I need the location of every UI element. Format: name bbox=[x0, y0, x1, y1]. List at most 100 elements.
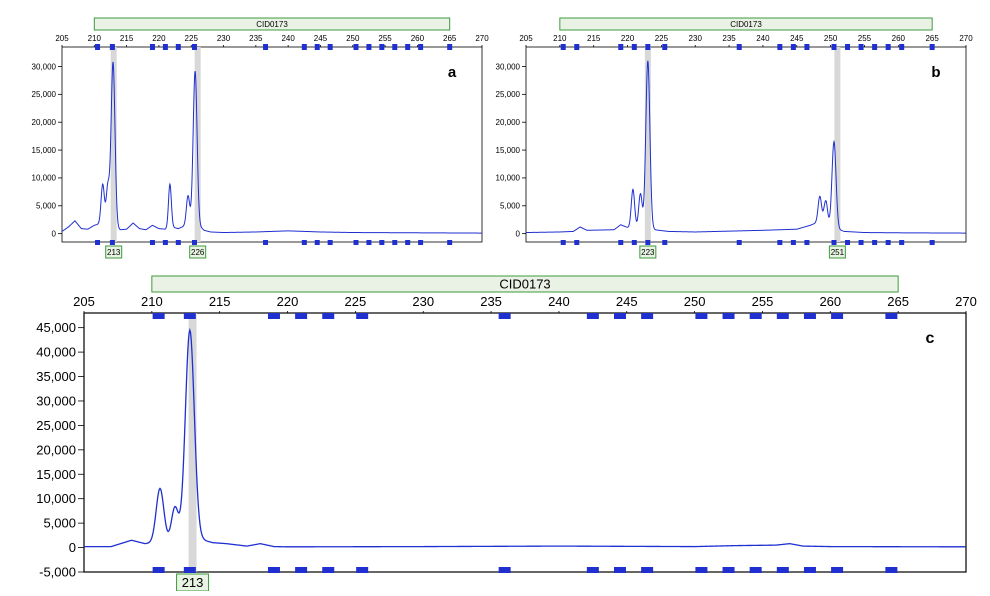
bin-marker-top bbox=[618, 44, 624, 50]
x-tick-label: 225 bbox=[655, 34, 669, 43]
y-tick-label: 25,000 bbox=[32, 90, 57, 99]
allele-label: 213 bbox=[107, 248, 121, 257]
x-tick-label: 245 bbox=[790, 34, 804, 43]
trace-line bbox=[61, 61, 482, 234]
bin-marker-top bbox=[831, 44, 837, 50]
bin-marker-top bbox=[574, 44, 580, 50]
bin-marker-top bbox=[447, 44, 453, 50]
bin-marker-top bbox=[95, 44, 101, 50]
bin-marker-top bbox=[804, 44, 810, 50]
bin-marker-bottom bbox=[418, 240, 424, 245]
bin-marker-top bbox=[149, 44, 155, 50]
bin-marker-top bbox=[379, 44, 385, 50]
y-tick-label: -5,000 bbox=[39, 565, 76, 580]
bin-marker-bottom bbox=[858, 240, 864, 245]
x-tick-label: 265 bbox=[925, 34, 939, 43]
y-tick-label: 45,000 bbox=[36, 320, 76, 335]
bin-marker-top bbox=[109, 44, 115, 50]
allele-label: 213 bbox=[182, 575, 204, 590]
bin-marker-bottom bbox=[885, 240, 891, 245]
bin-marker-bottom bbox=[831, 567, 844, 573]
x-tick-label: 250 bbox=[824, 34, 838, 43]
bin-marker-bottom bbox=[191, 240, 197, 245]
bin-marker-bottom bbox=[162, 240, 168, 245]
x-tick-label: 210 bbox=[141, 294, 163, 309]
bin-marker-top bbox=[736, 44, 742, 50]
bin-marker-top bbox=[845, 44, 851, 50]
bin-marker-bottom bbox=[356, 567, 369, 573]
x-tick-label: 230 bbox=[689, 34, 703, 43]
bin-marker-bottom bbox=[804, 240, 810, 245]
bin-marker-bottom bbox=[322, 567, 335, 573]
x-tick-label: 255 bbox=[378, 34, 392, 43]
bin-marker-top bbox=[327, 44, 333, 50]
bin-marker-bottom bbox=[267, 567, 280, 573]
bin-marker-top bbox=[662, 44, 668, 50]
y-tick-label: 10,000 bbox=[496, 174, 521, 183]
bin-marker-top bbox=[175, 44, 181, 50]
bin-marker-bottom bbox=[392, 240, 398, 245]
bin-marker-bottom bbox=[662, 240, 668, 245]
bin-marker-top bbox=[392, 44, 398, 50]
bin-marker-top bbox=[322, 313, 335, 319]
x-tick-label: 210 bbox=[88, 34, 102, 43]
y-tick-label: 25,000 bbox=[36, 418, 76, 433]
y-tick-label: 5,000 bbox=[43, 516, 76, 531]
x-tick-label: 230 bbox=[412, 294, 434, 309]
panel-a: CID0173 205 210 215 220 225 230 235 240 245 250 255… bbox=[32, 17, 489, 259]
y-tick-label: 5,000 bbox=[36, 202, 57, 211]
x-tick-label: 260 bbox=[892, 34, 906, 43]
locus-name: CID0173 bbox=[730, 20, 762, 29]
x-tick-label: 255 bbox=[752, 294, 774, 309]
bin-marker-top bbox=[314, 44, 320, 50]
bin-marker-bottom bbox=[776, 567, 789, 573]
plot-area bbox=[83, 312, 967, 573]
trace-line bbox=[84, 327, 966, 548]
allele-highlight bbox=[834, 47, 841, 242]
bin-marker-bottom bbox=[152, 567, 165, 573]
bin-marker-bottom bbox=[366, 240, 372, 245]
x-tick-label: 270 bbox=[959, 34, 973, 43]
bin-marker-top bbox=[695, 313, 708, 319]
x-tick-label: 260 bbox=[411, 34, 425, 43]
bin-marker-bottom bbox=[498, 567, 511, 573]
y-tick-label: 30,000 bbox=[36, 394, 76, 409]
allele-label: 226 bbox=[191, 248, 205, 257]
y-tick-label: 0 bbox=[516, 229, 521, 238]
x-tick-label: 220 bbox=[621, 34, 635, 43]
bin-marker-bottom bbox=[353, 240, 359, 245]
bin-marker-bottom bbox=[183, 567, 196, 573]
x-tick-label: 205 bbox=[73, 294, 95, 309]
bin-marker-top bbox=[152, 313, 165, 319]
locus-bar bbox=[93, 17, 451, 31]
bin-marker-top bbox=[183, 313, 196, 319]
panel-label: b bbox=[931, 64, 940, 81]
bin-marker-top bbox=[872, 44, 878, 50]
bin-marker-bottom bbox=[327, 240, 333, 245]
locus-name: CID0173 bbox=[499, 277, 550, 292]
y-tick-label: 0 bbox=[69, 540, 76, 555]
bin-marker-bottom bbox=[109, 240, 115, 245]
y-tick-label: 20,000 bbox=[36, 442, 76, 457]
x-tick-label: 235 bbox=[480, 294, 502, 309]
y-tick-label: 40,000 bbox=[36, 345, 76, 360]
bin-marker-top bbox=[631, 44, 637, 50]
locus-bar bbox=[559, 17, 933, 31]
allele-label: 251 bbox=[831, 248, 845, 257]
x-tick-label: 240 bbox=[756, 34, 770, 43]
bin-marker-top bbox=[641, 313, 654, 319]
bin-marker-top bbox=[885, 313, 898, 319]
allele-highlight bbox=[644, 47, 651, 242]
bin-marker-top bbox=[749, 313, 762, 319]
bin-marker-bottom bbox=[645, 240, 651, 245]
allele-highlight bbox=[110, 47, 117, 242]
bin-marker-bottom bbox=[263, 240, 269, 245]
bin-marker-bottom bbox=[379, 240, 385, 245]
bin-marker-bottom bbox=[613, 567, 626, 573]
y-tick-label: 20,000 bbox=[496, 118, 521, 127]
bin-marker-top bbox=[858, 44, 864, 50]
y-tick-label: 30,000 bbox=[496, 62, 521, 71]
x-tick-label: 270 bbox=[475, 34, 489, 43]
bin-marker-bottom bbox=[175, 240, 181, 245]
